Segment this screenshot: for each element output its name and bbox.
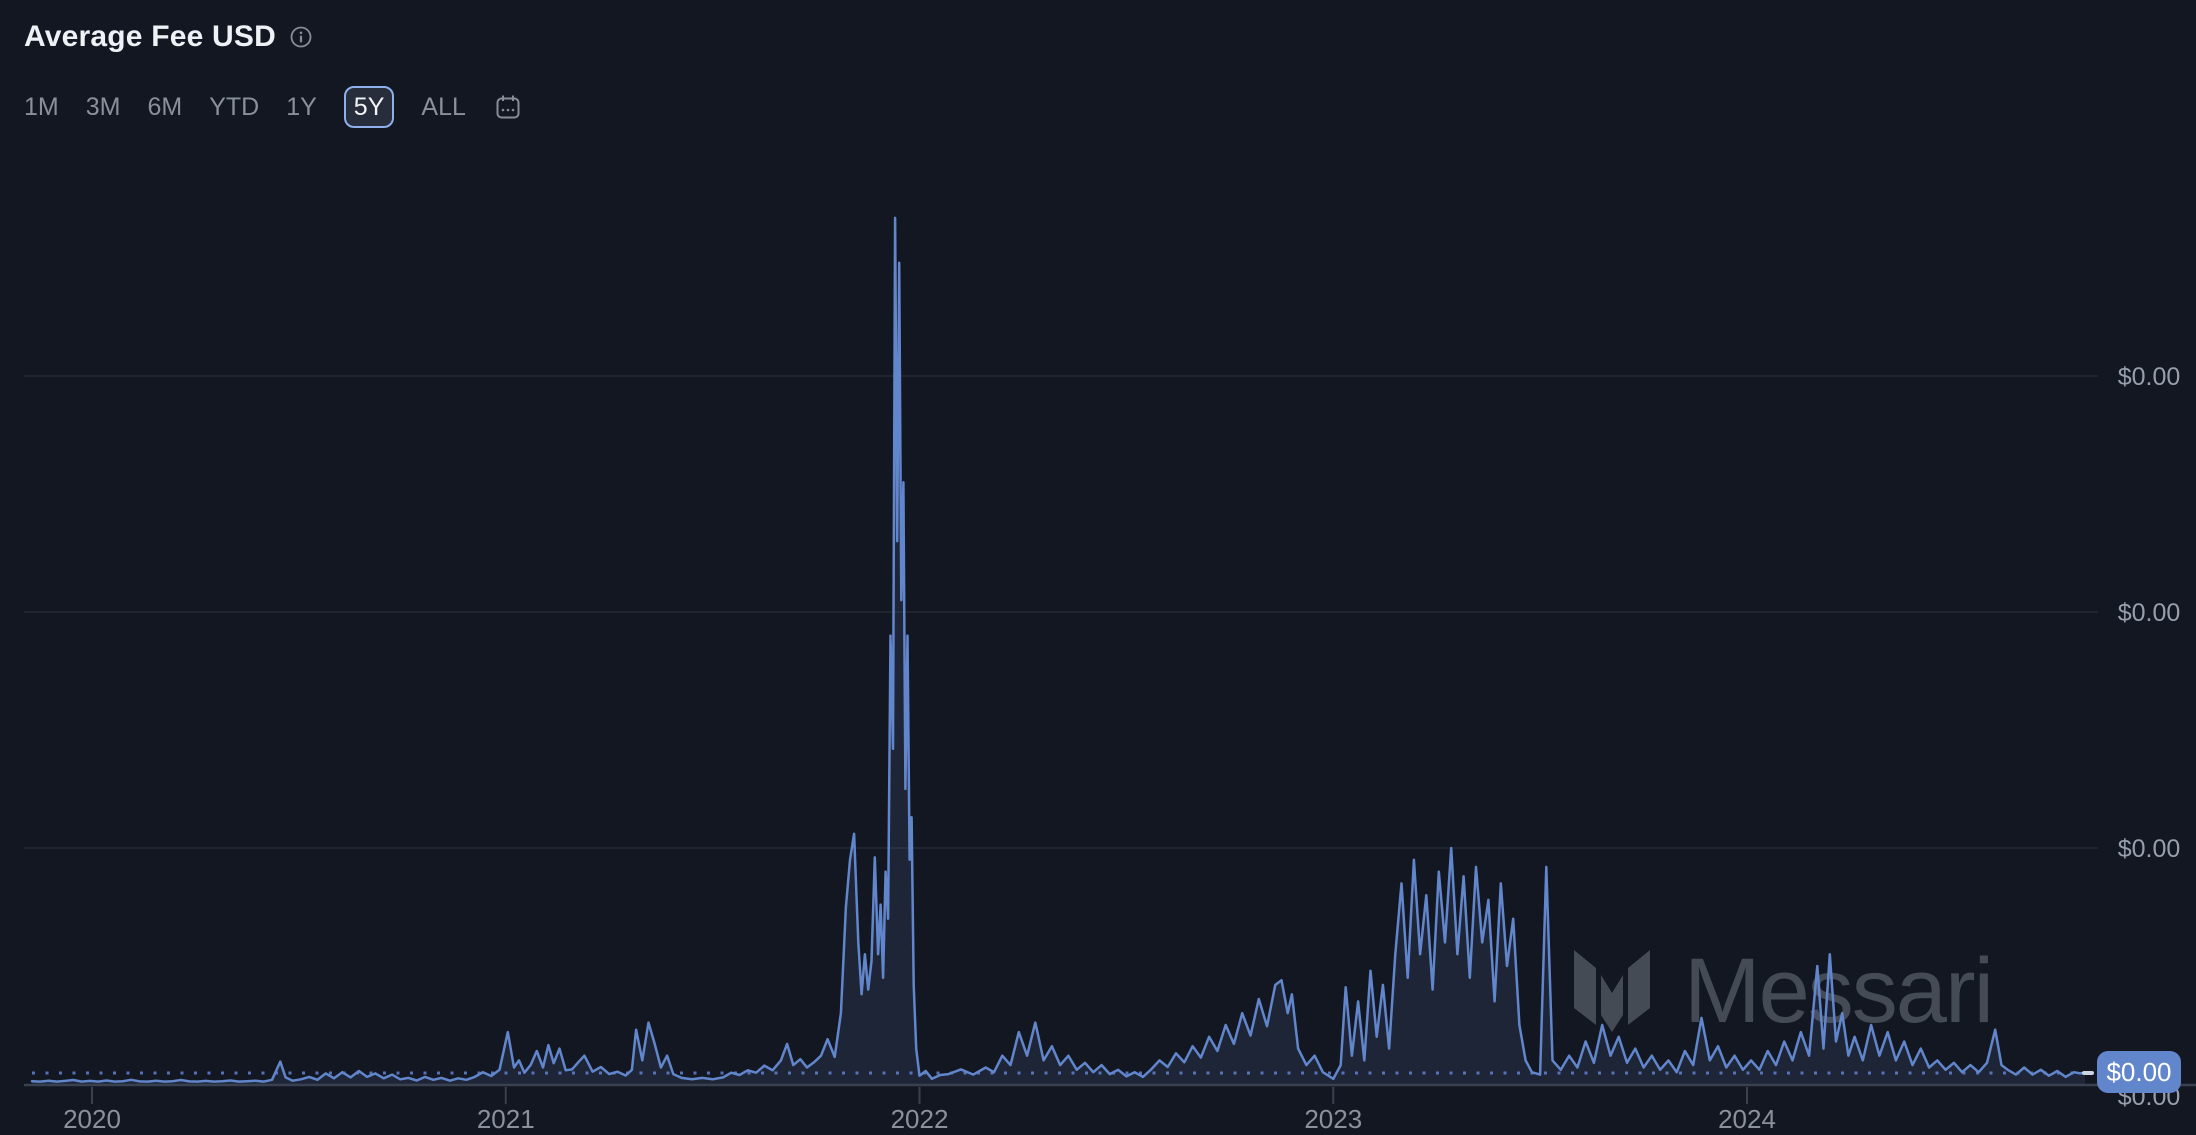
x-axis-ticks bbox=[91, 1087, 1748, 1104]
current-value-badge: $0.00 bbox=[2097, 1051, 2181, 1093]
range-option-ytd[interactable]: YTD bbox=[209, 93, 260, 121]
messari-watermark: Messari bbox=[1574, 940, 1994, 1042]
time-range-selector: 1M 3M 6M YTD 1Y 5Y ALL bbox=[24, 84, 521, 130]
y-axis-label-bottom: $0.00 bbox=[2117, 835, 2181, 863]
y-axis-label-middle: $0.00 bbox=[2117, 599, 2181, 627]
current-value-text: $0.00 bbox=[2106, 1056, 2172, 1087]
messari-logo-icon bbox=[1574, 950, 1650, 1032]
calendar-icon[interactable] bbox=[495, 94, 521, 120]
range-option-3m[interactable]: 3M bbox=[85, 93, 121, 121]
messari-watermark-text: Messari bbox=[1684, 940, 1994, 1042]
y-axis-label-top: $0.00 bbox=[2117, 363, 2181, 391]
range-option-1y[interactable]: 1Y bbox=[286, 93, 317, 121]
range-option-5y-selected[interactable]: 5Y bbox=[343, 86, 395, 128]
range-option-1m[interactable]: 1M bbox=[24, 93, 59, 121]
range-option-6m[interactable]: 6M bbox=[147, 93, 183, 121]
page-title: Average Fee USD bbox=[24, 20, 276, 53]
badge-connector-dash bbox=[2082, 1071, 2094, 1075]
range-option-all[interactable]: ALL bbox=[421, 93, 466, 121]
chart-header: Average Fee USD bbox=[24, 20, 312, 54]
info-icon[interactable] bbox=[290, 26, 312, 48]
